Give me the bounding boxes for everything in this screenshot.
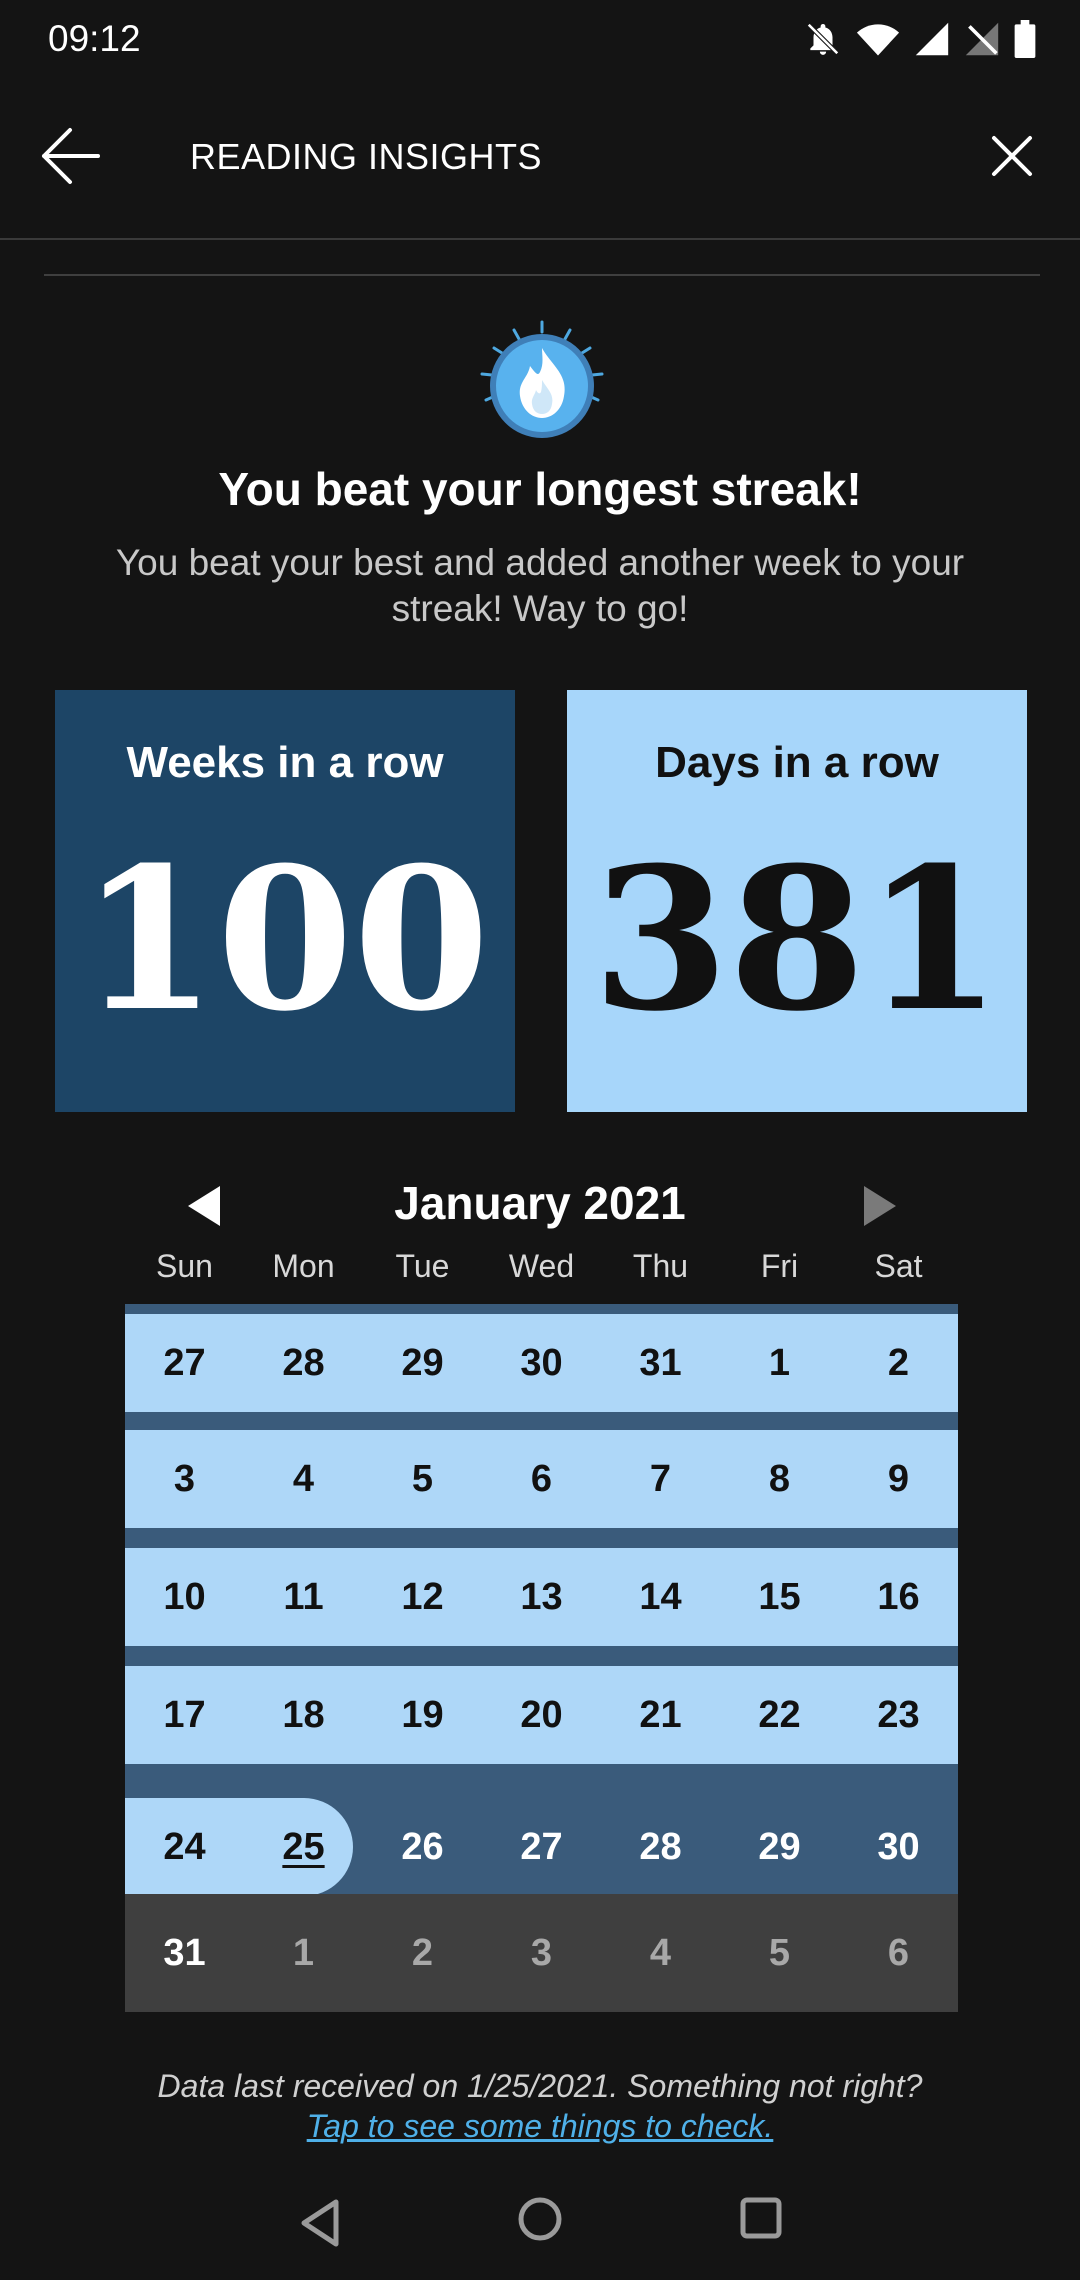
- calendar-day[interactable]: 11: [283, 1576, 324, 1618]
- calendar-day[interactable]: 31: [639, 1342, 682, 1384]
- calendar-day[interactable]: 31: [163, 1932, 206, 1974]
- section-divider: [44, 274, 1040, 276]
- signal-icon: [915, 22, 949, 56]
- weekday-label: Sun: [156, 1248, 213, 1284]
- weekday-label: Tue: [395, 1248, 450, 1284]
- calendar-day-other-month: 5: [768, 1932, 791, 1974]
- no-sim-icon: [965, 22, 999, 56]
- days-in-a-row-card: Days in a row 381: [567, 690, 1027, 1112]
- notifications-off-icon: [807, 23, 839, 55]
- weekday-label: Mon: [272, 1248, 335, 1284]
- data-received-note: Data last received on 1/25/2021. Somethi…: [157, 2068, 923, 2104]
- weekday-header: Sun Mon Tue Wed Thu Fri Sat: [125, 1248, 958, 1285]
- calendar-week: 31 1 2 3 4 5 6: [125, 1894, 958, 2012]
- calendar-day-other-month: 2: [411, 1932, 434, 1974]
- previous-month-icon[interactable]: [186, 1184, 222, 1228]
- calendar-day-other-month: 6: [887, 1932, 910, 1974]
- calendar-week-current: 24 25 26 27 28 29 30: [125, 1780, 958, 1896]
- calendar-day[interactable]: 27: [520, 1826, 563, 1868]
- calendar-week: 27 28 29 30 31 1 2: [125, 1314, 958, 1412]
- calendar-day[interactable]: 27: [163, 1342, 206, 1384]
- troubleshoot-link[interactable]: Tap to see some things to check.: [306, 2108, 774, 2144]
- calendar-grid: 27 28 29 30 31 1 2 3 4 5 6 7 8 9 10 11 1…: [125, 1304, 958, 2012]
- calendar-day[interactable]: 22: [758, 1694, 801, 1736]
- calendar-day[interactable]: 28: [282, 1342, 325, 1384]
- calendar-day[interactable]: 5: [411, 1458, 434, 1500]
- streak-message: You beat your best and added another wee…: [115, 542, 965, 629]
- calendar-day[interactable]: 14: [639, 1576, 682, 1618]
- next-month-icon[interactable]: [862, 1184, 898, 1228]
- weeks-label: Weeks in a row: [126, 738, 444, 787]
- calendar-day[interactable]: 30: [520, 1342, 563, 1384]
- calendar-day[interactable]: 9: [887, 1458, 910, 1500]
- calendar-day[interactable]: 2: [887, 1342, 910, 1384]
- status-bar: 09:12: [0, 0, 1080, 80]
- calendar-day[interactable]: 26: [401, 1826, 444, 1868]
- weeks-value: 100: [80, 825, 490, 1055]
- calendar-day[interactable]: 19: [401, 1694, 444, 1736]
- calendar-day[interactable]: 30: [877, 1826, 920, 1868]
- calendar-day[interactable]: 29: [758, 1826, 801, 1868]
- weekday-label: Thu: [632, 1248, 689, 1284]
- calendar-day[interactable]: 24: [163, 1826, 206, 1868]
- flame-badge-icon: [480, 320, 604, 438]
- calendar-day[interactable]: 13: [520, 1576, 563, 1618]
- calendar-day[interactable]: 12: [401, 1576, 444, 1618]
- calendar-day[interactable]: 23: [877, 1694, 920, 1736]
- calendar-day[interactable]: 6: [530, 1458, 553, 1500]
- calendar-day[interactable]: 16: [877, 1576, 920, 1618]
- app-bar: READING INSIGHTS: [0, 80, 1080, 240]
- calendar-day[interactable]: 18: [282, 1694, 325, 1736]
- weekday-label: Sat: [874, 1248, 923, 1284]
- back-arrow-icon[interactable]: [36, 120, 108, 192]
- calendar-day[interactable]: 29: [401, 1342, 444, 1384]
- calendar-day[interactable]: 21: [639, 1694, 682, 1736]
- weekday-label: Wed: [508, 1248, 575, 1284]
- calendar-day[interactable]: 20: [520, 1694, 563, 1736]
- reading-days-highlight: [125, 1798, 353, 1896]
- close-icon[interactable]: [982, 126, 1042, 186]
- calendar-day[interactable]: 15: [758, 1576, 801, 1618]
- weeks-in-a-row-card: Weeks in a row 100: [55, 690, 515, 1112]
- calendar-day-today[interactable]: 25: [244, 1780, 363, 1896]
- calendar-week: 17 18 19 20 21 22 23: [125, 1666, 958, 1764]
- nav-home-icon[interactable]: [517, 2196, 563, 2242]
- calendar-day[interactable]: 3: [173, 1458, 196, 1500]
- calendar-day[interactable]: 4: [292, 1458, 315, 1500]
- calendar-day[interactable]: 7: [649, 1458, 672, 1500]
- battery-icon: [1014, 20, 1036, 58]
- calendar-day[interactable]: 10: [163, 1576, 206, 1618]
- weekday-label: Fri: [760, 1248, 799, 1284]
- calendar-day-other-month: 4: [649, 1932, 672, 1974]
- calendar-day-other-month: 3: [530, 1932, 553, 1974]
- calendar-week: 10 11 12 13 14 15 16: [125, 1548, 958, 1646]
- calendar-day[interactable]: 17: [163, 1694, 206, 1736]
- days-label: Days in a row: [655, 738, 939, 787]
- calendar-day[interactable]: 8: [768, 1458, 791, 1500]
- page-title: READING INSIGHTS: [190, 136, 543, 177]
- system-navigation-bar: [0, 2180, 1080, 2280]
- calendar-day[interactable]: 1: [768, 1342, 791, 1384]
- nav-back-icon[interactable]: [296, 2196, 344, 2250]
- status-time: 09:12: [48, 18, 141, 59]
- calendar-week: 3 4 5 6 7 8 9: [125, 1430, 958, 1528]
- wifi-icon: [856, 24, 900, 56]
- status-icons: [804, 20, 1036, 58]
- today-date: 25: [282, 1826, 325, 1868]
- days-value: 381: [592, 825, 1002, 1055]
- calendar-month-title: January 2021: [394, 1177, 686, 1229]
- streak-headline: You beat your longest streak!: [218, 463, 862, 515]
- calendar-day-other-month: 1: [292, 1932, 315, 1974]
- nav-recents-icon[interactable]: [739, 2196, 783, 2240]
- calendar-day[interactable]: 28: [639, 1826, 682, 1868]
